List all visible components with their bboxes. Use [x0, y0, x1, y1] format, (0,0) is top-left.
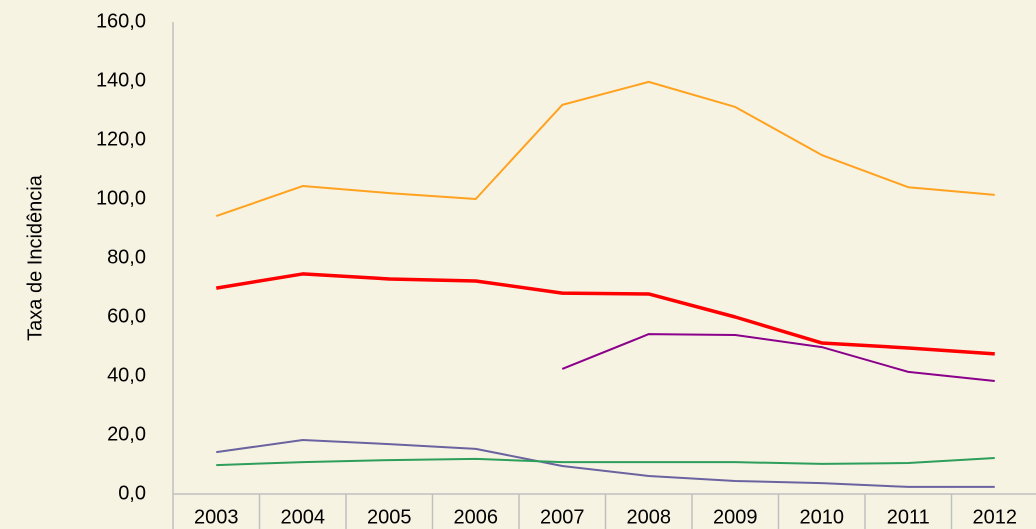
y-tick-label: 60,0: [107, 305, 146, 327]
y-tick-label: 20,0: [107, 423, 146, 445]
x-tick-label: 2006: [454, 506, 499, 528]
y-tick-label: 0,0: [118, 482, 146, 504]
x-tick-label: 2005: [367, 506, 412, 528]
series-line: [216, 457, 995, 467]
x-tick-label: 2007: [540, 506, 585, 528]
x-tick-label: 2012: [973, 506, 1018, 528]
series-line: [216, 439, 995, 488]
y-axis-label: Taxa de Incidência: [24, 174, 46, 341]
y-tick-label: 120,0: [96, 128, 146, 150]
y-tick-label: 100,0: [96, 187, 146, 209]
y-tick-label: 80,0: [107, 246, 146, 268]
y-tick-label: 140,0: [96, 69, 146, 91]
x-tick-label: 2008: [627, 506, 672, 528]
y-tick-label: 160,0: [96, 10, 146, 32]
series-line: [215, 80, 995, 218]
x-tick-label: 2010: [800, 506, 845, 528]
series-line: [215, 272, 995, 356]
x-tick-label: 2004: [281, 506, 326, 528]
x-tick-label: 2009: [713, 506, 758, 528]
x-tick-label: 2003: [194, 506, 239, 528]
series-line: [561, 333, 995, 383]
x-tick-label: 2011: [887, 506, 930, 528]
y-tick-label: 40,0: [107, 364, 146, 386]
